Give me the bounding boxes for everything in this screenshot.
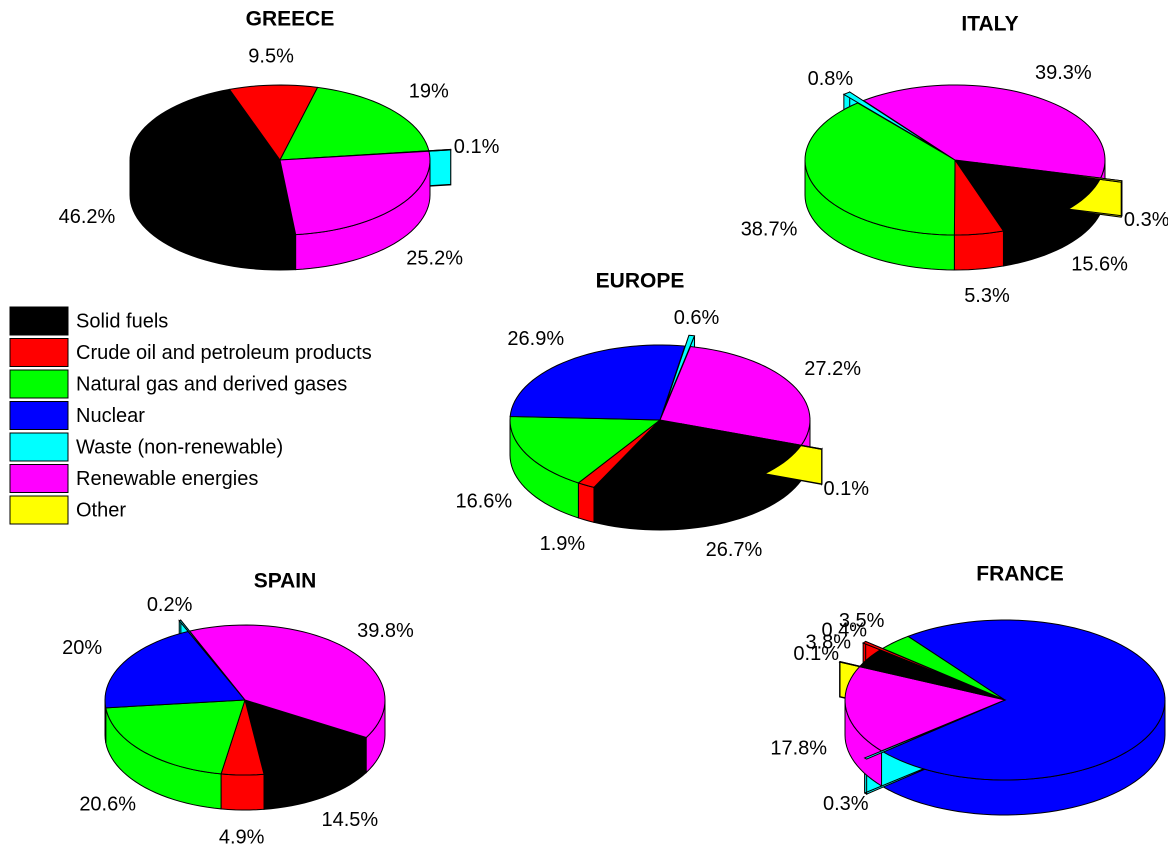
slice	[188, 624, 386, 739]
slice	[659, 346, 811, 446]
data-label: 19%	[409, 80, 449, 102]
slice	[859, 649, 1006, 701]
slice	[509, 415, 662, 484]
data-label: 9.5%	[248, 45, 294, 67]
data-label: 39.3%	[1035, 62, 1092, 84]
data-label: 15.6%	[1071, 254, 1128, 276]
data-label: 0.2%	[147, 594, 193, 616]
data-label: 0.3%	[1124, 209, 1168, 231]
slice	[680, 423, 823, 450]
slice	[882, 619, 1166, 781]
data-label: 17.8%	[770, 737, 827, 759]
data-label: 16.6%	[455, 490, 512, 512]
legend-swatch	[9, 338, 69, 367]
legend-label: Nuclear	[76, 405, 145, 427]
slice	[844, 666, 1007, 752]
data-label: 14.5%	[321, 809, 378, 831]
slice-tops	[129, 84, 452, 236]
slice-side	[953, 230, 1004, 271]
chart-title: ITALY	[961, 13, 1018, 36]
data-label: 25.2%	[406, 248, 463, 270]
legend-swatch	[9, 369, 69, 399]
slice	[509, 344, 686, 421]
slice	[838, 661, 986, 696]
slice	[881, 635, 1006, 701]
slice-tops	[804, 84, 1123, 236]
slice-side	[577, 482, 595, 523]
data-label: 3.5%	[839, 610, 885, 632]
slice	[244, 699, 368, 775]
slice	[862, 84, 1106, 179]
legend-label: Natural gas and derived gases	[76, 373, 347, 395]
slice	[279, 150, 431, 236]
data-label: 0.3%	[823, 793, 869, 815]
slice-tops	[509, 334, 823, 496]
chart-title: FRANCE	[976, 563, 1064, 586]
data-label: 20%	[62, 637, 102, 659]
chart-title: EUROPE	[596, 270, 685, 293]
legend-label: Solid fuels	[76, 310, 168, 332]
legend-swatch	[9, 464, 69, 493]
slice	[228, 84, 319, 161]
legend-label: Crude oil and petroleum products	[76, 342, 372, 364]
data-label: 0.1%	[793, 643, 839, 665]
data-label: 0.1%	[823, 478, 869, 500]
legend-swatch	[9, 401, 69, 430]
data-label: 0.1%	[454, 136, 500, 158]
data-label: 1.9%	[540, 533, 586, 555]
chart-title: SPAIN	[254, 570, 317, 593]
legend-swatch	[9, 432, 69, 462]
slice	[592, 419, 802, 496]
legend-label: Renewable energies	[76, 468, 258, 490]
slice	[953, 158, 1005, 236]
data-label: 20.6%	[79, 794, 136, 816]
data-label: 0.4%	[822, 620, 868, 642]
data-label: 3.8%	[806, 631, 852, 653]
legend-swatch	[9, 306, 69, 336]
legend-swatch	[9, 495, 69, 525]
data-label: 38.7%	[741, 219, 798, 241]
slice	[976, 162, 1123, 183]
slice	[953, 159, 1101, 232]
data-label: 26.9%	[507, 328, 564, 350]
data-label: 26.7%	[706, 539, 763, 561]
data-label: 46.2%	[59, 206, 116, 228]
slice-side	[220, 773, 265, 811]
slice-tops	[838, 619, 1166, 781]
slice	[104, 630, 247, 709]
data-label: 27.2%	[804, 358, 861, 380]
legend-label: Waste (non-renewable)	[76, 436, 283, 458]
data-label: 0.8%	[808, 68, 854, 90]
slice	[129, 88, 297, 236]
data-label: 5.3%	[964, 285, 1010, 307]
slice	[105, 699, 246, 775]
slice-tops	[104, 619, 386, 776]
legend-label: Other	[76, 499, 126, 521]
slice	[220, 698, 265, 776]
slice	[279, 86, 430, 161]
chart-title: GREECE	[246, 8, 335, 31]
slice	[804, 102, 956, 236]
data-label: 39.8%	[357, 620, 414, 642]
data-label: 4.9%	[219, 826, 265, 848]
data-label: 0.6%	[674, 307, 720, 329]
